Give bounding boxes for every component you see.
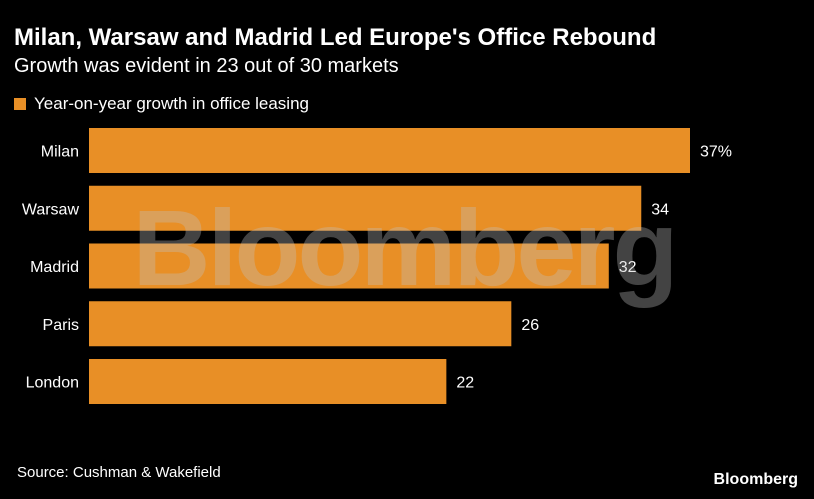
- chart-title: Milan, Warsaw and Madrid Led Europe's Of…: [14, 24, 657, 51]
- bar-london: [89, 359, 447, 404]
- category-label: Madrid: [30, 259, 79, 276]
- value-label: 32: [619, 259, 637, 276]
- legend-label: Year-on-year growth in office leasing: [34, 94, 309, 113]
- legend: Year-on-year growth in office leasing: [14, 94, 309, 114]
- value-label: 22: [456, 375, 474, 392]
- bar-warsaw: [89, 185, 642, 231]
- category-label: Warsaw: [22, 201, 80, 218]
- value-label: 34: [651, 201, 669, 218]
- bar-madrid: [89, 243, 609, 289]
- value-label: 26: [521, 317, 539, 334]
- brand-logo: Bloomberg: [713, 471, 798, 488]
- category-label: Paris: [43, 317, 79, 334]
- chart-subtitle: Growth was evident in 23 out of 30 marke…: [14, 55, 399, 77]
- watermark: Bloomberg: [132, 187, 675, 308]
- bar-milan: [89, 128, 690, 173]
- source-note: Source: Cushman & Wakefield: [17, 464, 221, 481]
- legend-swatch: [14, 98, 26, 110]
- bar-paris: [89, 301, 512, 347]
- category-label: London: [26, 375, 79, 392]
- value-label: 37%: [700, 144, 732, 161]
- category-label: Milan: [41, 144, 79, 161]
